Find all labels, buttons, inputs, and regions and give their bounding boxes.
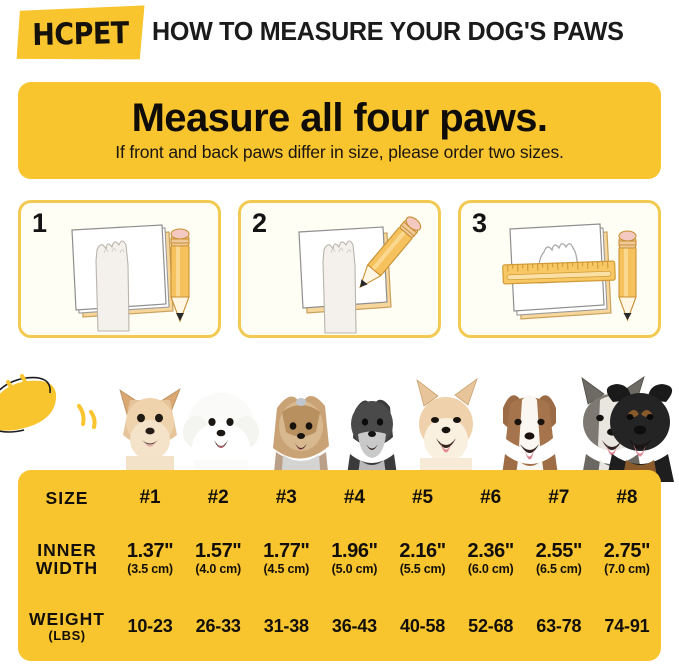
table-cell-width-4: 1.96" (5.0 cm) (331, 539, 378, 577)
banner-subtitle: If front and back paws differ in size, p… (115, 142, 564, 163)
banner-title: Measure all four paws. (131, 95, 548, 140)
page-title: HOW TO MEASURE YOUR DOG'S PAWS (152, 18, 624, 46)
table-cell-weight-4: 36-43 (331, 616, 377, 636)
tracing-paw-icon (298, 216, 422, 334)
table-row-inner-width: INNER WIDTH 1.37" (3.5 cm) 1.57" (4.0 cm… (18, 526, 661, 592)
step-card-1: 1 (18, 200, 221, 338)
table-cell-size-8: #8 (616, 487, 638, 508)
shiba-inu-photo (416, 377, 478, 482)
table-cell-size-1: #1 (139, 487, 161, 508)
table-cell-size-4: #4 (343, 487, 365, 508)
decorative-swoosh (0, 374, 97, 433)
table-cell-size-7: #7 (548, 487, 570, 508)
table-cell-size-2: #2 (207, 487, 229, 508)
table-cell-width-7: 2.55" (6.5 cm) (535, 539, 583, 577)
step-number-2: 2 (252, 208, 268, 238)
table-cell-width-5: 2.16" (5.5 cm) (399, 539, 446, 577)
table-row-weight: WEIGHT (LBS) 10-23 26-33 31-38 36-43 40-… (18, 592, 661, 661)
paw-on-paper-icon (71, 224, 190, 332)
hcpet-logo-text: HCPET (31, 15, 130, 53)
steps-container: 1 2 (18, 200, 661, 338)
table-cell-size-6: #6 (480, 487, 502, 508)
row-label-weight: WEIGHT (LBS) (29, 608, 105, 643)
table-cell-width-8: 2.75" (7.0 cm) (603, 539, 651, 577)
table-cell-weight-7: 63-78 (536, 616, 582, 636)
step-number-3: 3 (472, 208, 488, 238)
table-cell-width-6: 2.36" (6.0 cm) (467, 539, 514, 577)
step-card-2: 2 (238, 200, 441, 338)
table-cell-weight-2: 26-33 (195, 616, 241, 636)
row-label-inner-width: INNER WIDTH (35, 539, 99, 578)
table-cell-weight-1: 10-23 (127, 616, 173, 636)
australian-shepherd-photo (501, 395, 559, 482)
step-card-3: 3 (458, 200, 661, 338)
table-cell-weight-6: 52-68 (468, 616, 514, 636)
dog-photo-row (0, 360, 679, 482)
table-cell-weight-5: 40-58 (400, 616, 446, 636)
table-cell-size-3: #3 (275, 487, 297, 508)
bichon-frise-photo (183, 393, 259, 482)
table-cell-weight-3: 31-38 (263, 616, 309, 636)
table-cell-weight-8: 74-91 (604, 616, 650, 636)
table-cell-width-1: 1.37" (3.5 cm) (126, 539, 174, 577)
page-header: HCPET HOW TO MEASURE YOUR DOG'S PAWS (0, 0, 679, 72)
measure-banner: Measure all four paws. If front and back… (18, 82, 661, 179)
table-row-size: SIZE #1 #2 #3 #4 #5 #6 #7 #8 (18, 470, 661, 526)
ruler-measuring-icon (502, 223, 637, 322)
size-chart-table: SIZE #1 #2 #3 #4 #5 #6 #7 #8 INNER WIDTH… (18, 470, 661, 661)
step-number-1: 1 (32, 208, 48, 238)
row-label-size: SIZE (45, 487, 89, 508)
table-cell-size-5: #5 (411, 487, 434, 508)
chihuahua-photo (119, 388, 181, 482)
table-cell-width-3: 1.77" (4.5 cm) (263, 539, 310, 577)
table-cell-width-2: 1.57" (4.0 cm) (194, 539, 242, 577)
dog-lineup (119, 376, 674, 482)
